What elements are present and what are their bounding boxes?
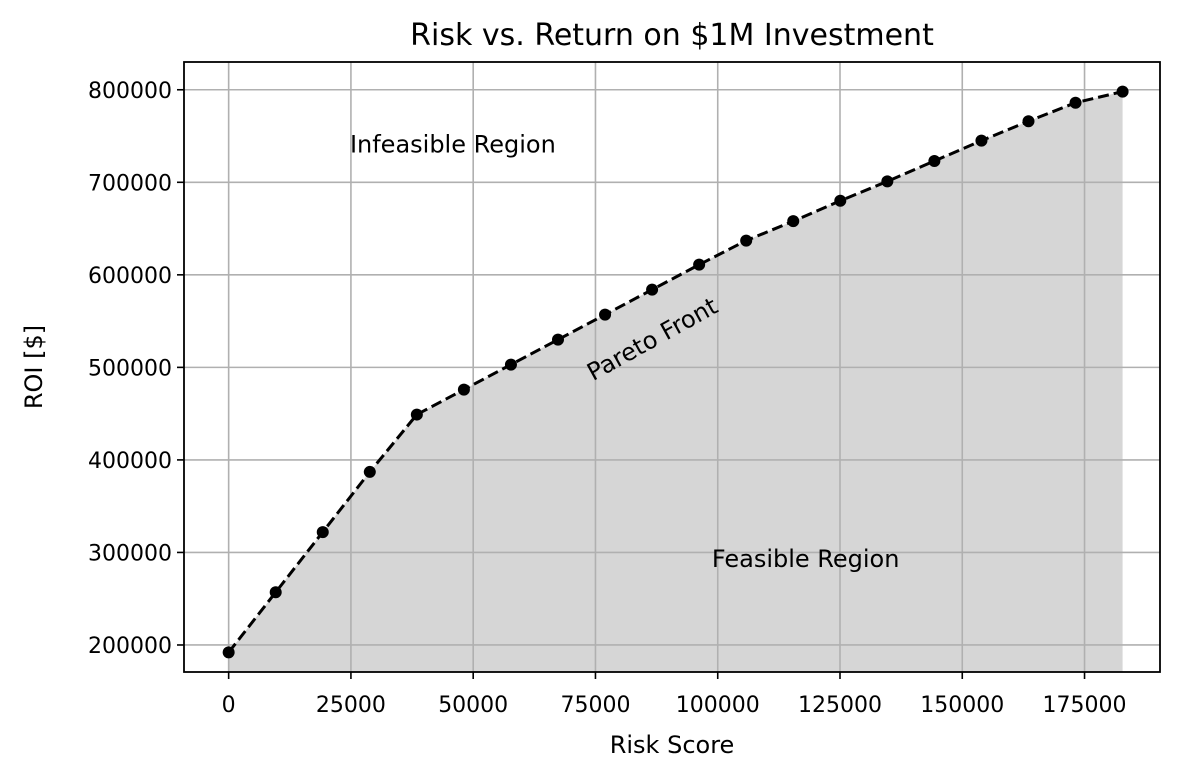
y-tick-label: 200000 <box>88 634 172 659</box>
data-point <box>787 215 800 228</box>
feasible-region-fill <box>228 91 1123 673</box>
y-tick-label: 800000 <box>88 79 172 104</box>
y-tick-label: 700000 <box>88 171 172 196</box>
x-tick-label: 150000 <box>920 693 1004 718</box>
data-point <box>316 526 329 539</box>
y-tick-label: 600000 <box>88 264 172 289</box>
y-axis-ticks: 200000 300000 400000 500000 600000 700000 8000… <box>88 79 184 659</box>
pareto-front-line <box>227 90 1123 654</box>
data-point <box>975 134 988 147</box>
data-point <box>693 258 706 271</box>
x-tick-label: 75000 <box>560 693 630 718</box>
data-point <box>1069 96 1082 109</box>
data-point <box>504 358 517 371</box>
feasible-area <box>228 91 1123 673</box>
x-tick-label: 100000 <box>676 693 760 718</box>
data-point <box>881 175 894 188</box>
data-point <box>222 646 235 659</box>
x-tick-label: 0 <box>222 693 236 718</box>
data-point <box>457 383 470 396</box>
x-tick-label: 125000 <box>798 693 882 718</box>
data-point <box>599 308 612 321</box>
data-point <box>646 283 659 296</box>
annotation-label: Infeasible Region <box>350 131 556 159</box>
data-point <box>269 586 282 599</box>
x-tick-label: 25000 <box>316 693 386 718</box>
y-tick-label: 300000 <box>88 541 172 566</box>
data-point <box>410 408 423 421</box>
y-tick-label: 400000 <box>88 449 172 474</box>
y-tick-label: 500000 <box>88 356 172 381</box>
y-axis-label: ROI [$] <box>20 325 48 409</box>
series-pareto-front <box>222 85 1129 659</box>
x-tick-label: 175000 <box>1043 693 1127 718</box>
data-point <box>1022 115 1035 128</box>
x-axis-ticks: 0 25000 50000 75000 100000 125000 150000 175000 <box>222 672 1127 718</box>
data-point <box>834 194 847 207</box>
chart-title: Risk vs. Return on $1M Investment <box>410 18 934 53</box>
data-point <box>363 465 376 478</box>
data-point <box>1116 85 1129 98</box>
x-axis-label: Risk Score <box>610 731 735 759</box>
data-point <box>740 234 753 247</box>
grid <box>184 62 1160 672</box>
data-point <box>551 333 564 346</box>
annotation-label: Feasible Region <box>712 545 900 573</box>
x-tick-label: 50000 <box>438 693 508 718</box>
data-point <box>928 155 941 168</box>
